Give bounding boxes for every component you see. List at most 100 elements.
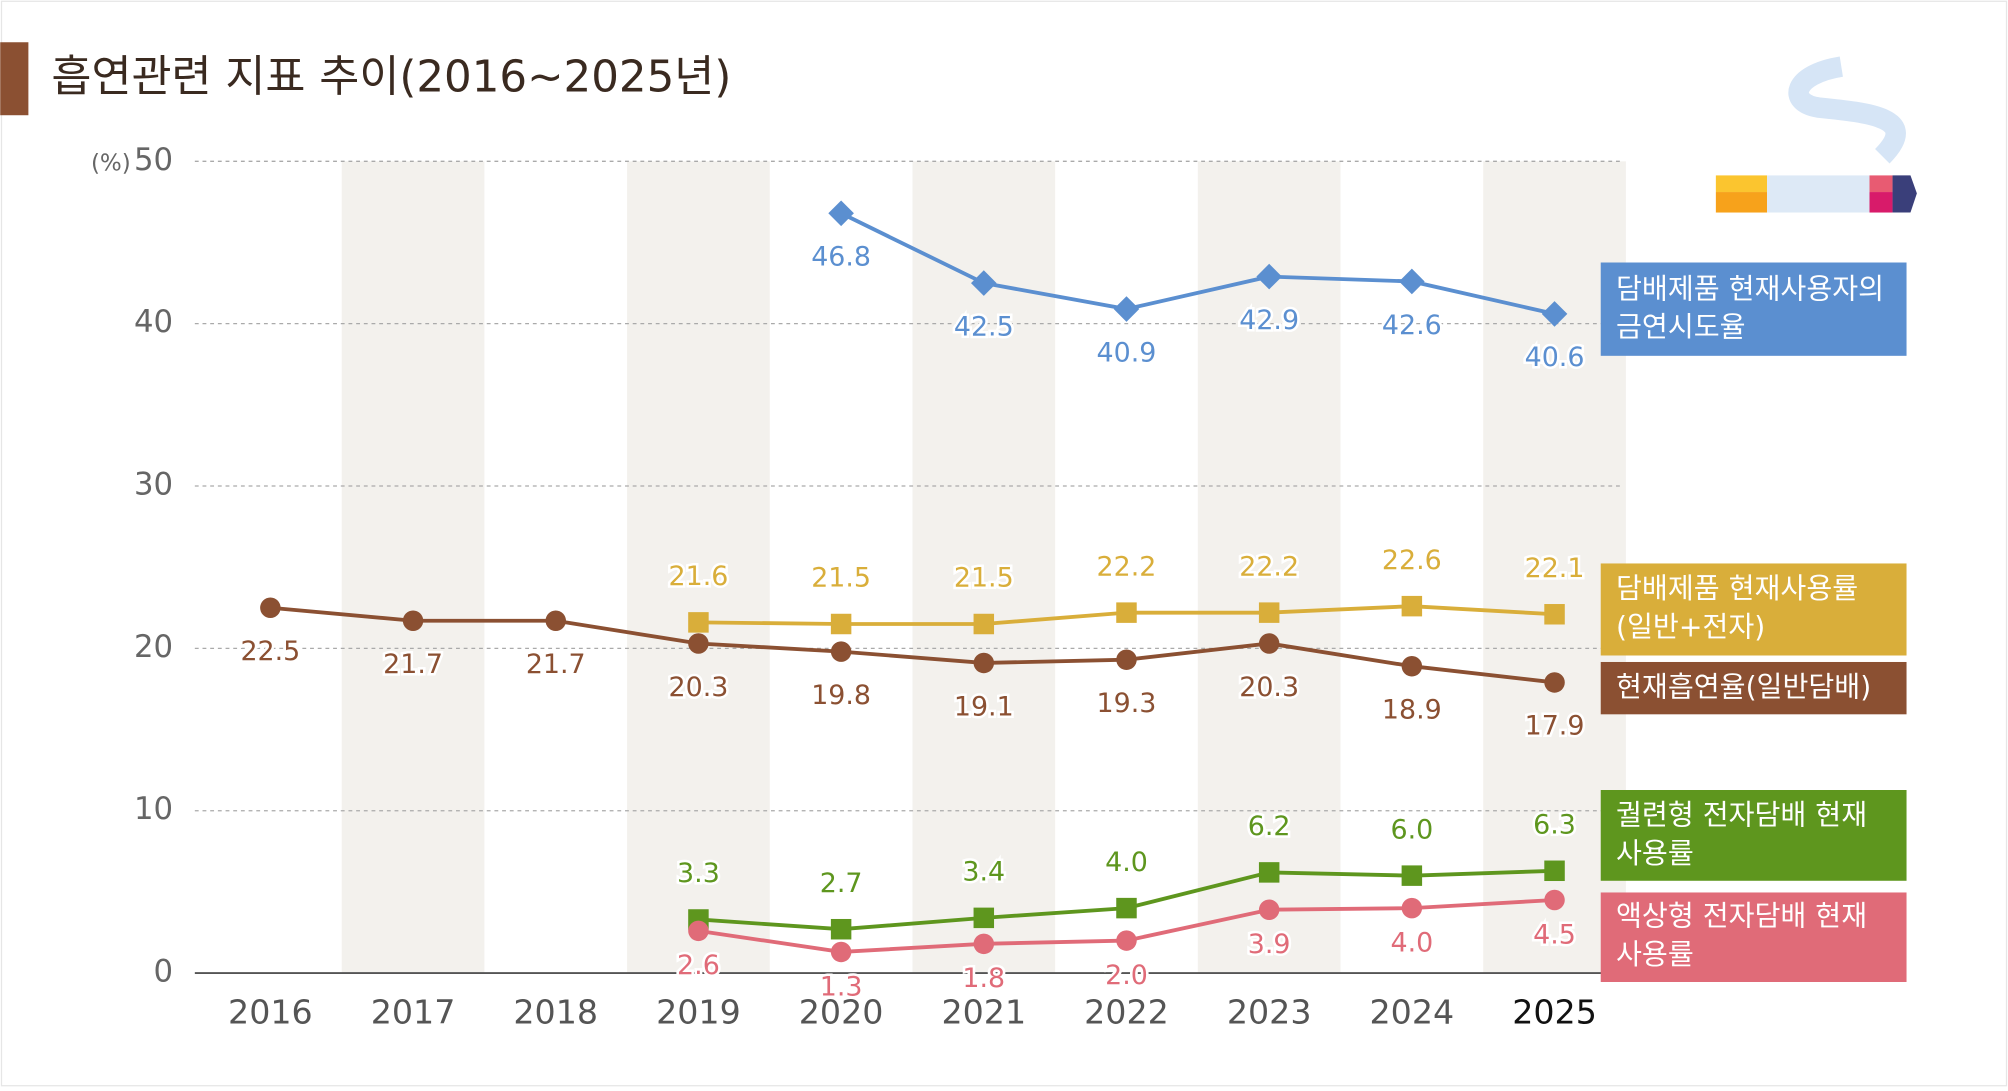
data-label: 19.3 xyxy=(1097,688,1157,719)
marker xyxy=(830,641,852,662)
data-label: 21.5 xyxy=(811,563,871,594)
y-tick-label: 0 xyxy=(154,954,174,990)
data-label: 46.8 xyxy=(811,242,871,273)
data-label: 6.2 xyxy=(1248,811,1291,842)
data-label: 3.9 xyxy=(1248,929,1291,960)
marker xyxy=(973,613,995,635)
x-tick-label: 2025 xyxy=(1512,993,1597,1032)
legend-label: 궐련형 전자담배 현재사용률 xyxy=(1600,789,1907,881)
marker xyxy=(1401,897,1423,919)
data-label: 21.7 xyxy=(526,649,586,680)
marker xyxy=(1258,899,1280,920)
title-marker xyxy=(0,42,29,116)
data-label: 2.7 xyxy=(820,868,863,899)
data-label: 20.3 xyxy=(1239,672,1299,703)
x-tick-label: 2023 xyxy=(1227,993,1312,1032)
legend-label: 액상형 전자담배 현재사용률 xyxy=(1600,892,1907,983)
data-label: 3.4 xyxy=(962,857,1005,888)
column-band xyxy=(341,161,485,974)
data-label: 3.3 xyxy=(677,858,720,889)
chart-title: 흡연관련 지표 추이(2016~2025년) xyxy=(51,52,731,102)
legend-item: 궐련형 전자담배 현재사용률 xyxy=(1600,789,1907,881)
legend-item: 현재흡연율(일반담배) xyxy=(1600,661,1907,715)
marker xyxy=(402,610,424,632)
legend-item: 액상형 전자담배 현재사용률 xyxy=(1600,892,1907,983)
data-label: 42.5 xyxy=(954,311,1014,342)
marker xyxy=(1116,897,1137,919)
marker xyxy=(688,920,709,942)
marker xyxy=(828,200,854,227)
data-label: 40.6 xyxy=(1525,342,1585,373)
marker xyxy=(973,652,995,674)
data-label: 2.6 xyxy=(677,950,720,981)
marker xyxy=(1544,604,1565,625)
x-tick-label: 2016 xyxy=(228,993,313,1032)
data-label: 40.9 xyxy=(1097,337,1157,368)
x-tick-label: 2017 xyxy=(371,993,456,1032)
legend-item: 담배제품 현재사용률 (일반+전자) xyxy=(1600,563,1907,656)
column-band xyxy=(1197,161,1341,974)
column-band xyxy=(627,161,770,974)
data-label: 6.3 xyxy=(1533,809,1576,840)
data-label: 21.5 xyxy=(954,563,1014,594)
marker xyxy=(1544,889,1565,911)
data-label: 22.5 xyxy=(240,636,300,667)
y-tick-label: 50 xyxy=(134,142,173,178)
legend-label: 현재흡연율(일반담배) xyxy=(1600,661,1907,715)
x-tick-label: 2020 xyxy=(799,993,884,1032)
marker xyxy=(1544,860,1565,882)
marker xyxy=(1544,672,1565,693)
marker xyxy=(688,633,709,654)
x-tick-label: 2021 xyxy=(941,993,1026,1032)
marker xyxy=(830,613,852,635)
data-label: 21.7 xyxy=(383,649,443,680)
data-label: 17.9 xyxy=(1525,711,1585,742)
data-label: 1.3 xyxy=(820,971,863,1002)
data-label: 4.0 xyxy=(1390,927,1433,958)
y-unit: (%) xyxy=(91,150,131,176)
marker xyxy=(1401,865,1423,886)
data-label: 20.3 xyxy=(669,672,729,703)
marker xyxy=(1401,595,1423,617)
marker xyxy=(1116,930,1137,951)
x-tick-label: 2019 xyxy=(656,993,741,1032)
marker xyxy=(973,933,995,955)
marker xyxy=(1399,268,1425,295)
data-label: 22.2 xyxy=(1097,551,1157,582)
marker xyxy=(830,918,852,940)
data-label: 21.6 xyxy=(669,561,729,592)
data-label: 4.0 xyxy=(1105,847,1148,878)
data-label: 19.1 xyxy=(954,691,1014,722)
series-line xyxy=(840,211,1555,316)
data-label: 18.9 xyxy=(1382,695,1442,726)
x-tick-label: 2018 xyxy=(513,993,598,1032)
data-label: 2.0 xyxy=(1105,960,1148,991)
marker xyxy=(1258,862,1280,883)
series-line xyxy=(270,605,1555,685)
data-label: 4.5 xyxy=(1533,919,1576,950)
column-band xyxy=(912,161,1056,974)
data-label: 42.6 xyxy=(1382,310,1442,341)
y-tick-label: 10 xyxy=(134,791,173,827)
data-label: 6.0 xyxy=(1390,814,1433,845)
marker xyxy=(1116,649,1137,670)
data-label: 19.8 xyxy=(811,680,871,711)
data-label: 22.6 xyxy=(1382,545,1442,576)
marker xyxy=(1116,602,1137,623)
marker xyxy=(1258,633,1280,654)
y-tick-label: 40 xyxy=(134,304,173,340)
marker xyxy=(545,610,566,632)
icon xyxy=(1715,56,1917,213)
legend-label: 담배제품 현재사용률 (일반+전자) xyxy=(1600,563,1907,656)
data-label: 1.8 xyxy=(962,963,1005,994)
data-label: 42.9 xyxy=(1239,305,1299,336)
y-tick-label: 30 xyxy=(134,467,173,503)
legend-item: 담배제품 현재사용자의 금연시도율 xyxy=(1600,262,1907,356)
legend-label: 담배제품 현재사용자의 금연시도율 xyxy=(1600,262,1907,356)
marker xyxy=(688,612,709,633)
data-label: 22.1 xyxy=(1525,553,1585,584)
x-tick-label: 2024 xyxy=(1370,993,1455,1032)
marker xyxy=(973,907,995,929)
